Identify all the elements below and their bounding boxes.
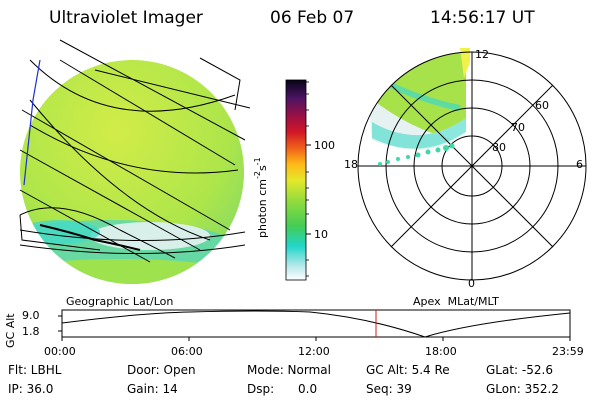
- colorbar-label-text: photon cm: [256, 179, 269, 238]
- info-door: Door: Open: [127, 363, 196, 377]
- colorbar-label-s: s: [256, 165, 269, 172]
- altitude-plot: [58, 309, 571, 341]
- mlat-label-80: 80: [492, 141, 506, 154]
- info-seq: Seq: 39: [366, 382, 412, 396]
- info-gc-alt: GC Alt: 5.4 Re: [366, 363, 450, 377]
- time-label: 14:56:17 UT: [430, 8, 535, 28]
- colorbar-minor-ticks: [306, 81, 309, 277]
- polar-plot: [357, 48, 587, 281]
- left-panel-caption: Geographic Lat/Lon: [66, 295, 174, 308]
- auroral-dots: [378, 143, 455, 166]
- info-dsp-label: Dsp:: [247, 382, 275, 396]
- colorbar-label-exp2: -1: [253, 157, 262, 166]
- info-dsp-value: 0.0: [298, 382, 318, 396]
- colorbar: [285, 79, 307, 281]
- colorbar-tick-100: 100: [314, 139, 335, 152]
- polar-panel-caption: Apex MLat/MLT: [413, 295, 499, 308]
- mlt-label-12: 12: [475, 48, 489, 61]
- time-tick-0000: 00:00: [44, 345, 76, 358]
- info-ip: IP: 36.0: [8, 382, 54, 396]
- colorbar-tick-10: 10: [314, 228, 328, 241]
- altitude-curve: [61, 310, 571, 338]
- info-gain: Gain: 14: [127, 382, 178, 396]
- altitude-ytick-1-8: 1.8: [22, 325, 40, 338]
- info-flt: Flt: LBHL: [8, 363, 62, 377]
- mlt-label-18: 18: [344, 158, 358, 171]
- time-tick-1200: 12:00: [298, 345, 330, 358]
- colorbar-label-exp1: -2: [253, 171, 262, 180]
- altitude-ytick-9: 9.0: [22, 309, 40, 322]
- mlat-label-70: 70: [511, 121, 525, 134]
- info-glon: GLon: 352.2: [486, 382, 559, 396]
- mlat-label-60: 60: [535, 99, 549, 112]
- info-mode: Mode: Normal: [247, 363, 331, 377]
- date-label: 06 Feb 07: [270, 8, 355, 28]
- app-title: Ultraviolet Imager: [49, 8, 203, 28]
- coast-line-blue: [23, 59, 41, 186]
- geo-grid-lines: [19, 39, 251, 263]
- altitude-ylabel: GC Alt: [4, 313, 17, 348]
- time-tick-0600: 06:00: [171, 345, 203, 358]
- colorbar-label: photon cm -2 s -1: [253, 157, 269, 238]
- time-tick-2359: 23:59: [552, 345, 584, 358]
- time-tick-1800: 18:00: [425, 345, 457, 358]
- mlt-label-6: 6: [576, 158, 583, 171]
- coastline: [39, 224, 141, 251]
- mlt-label-0: 0: [468, 277, 475, 290]
- info-glat: GLat: -52.6: [486, 363, 553, 377]
